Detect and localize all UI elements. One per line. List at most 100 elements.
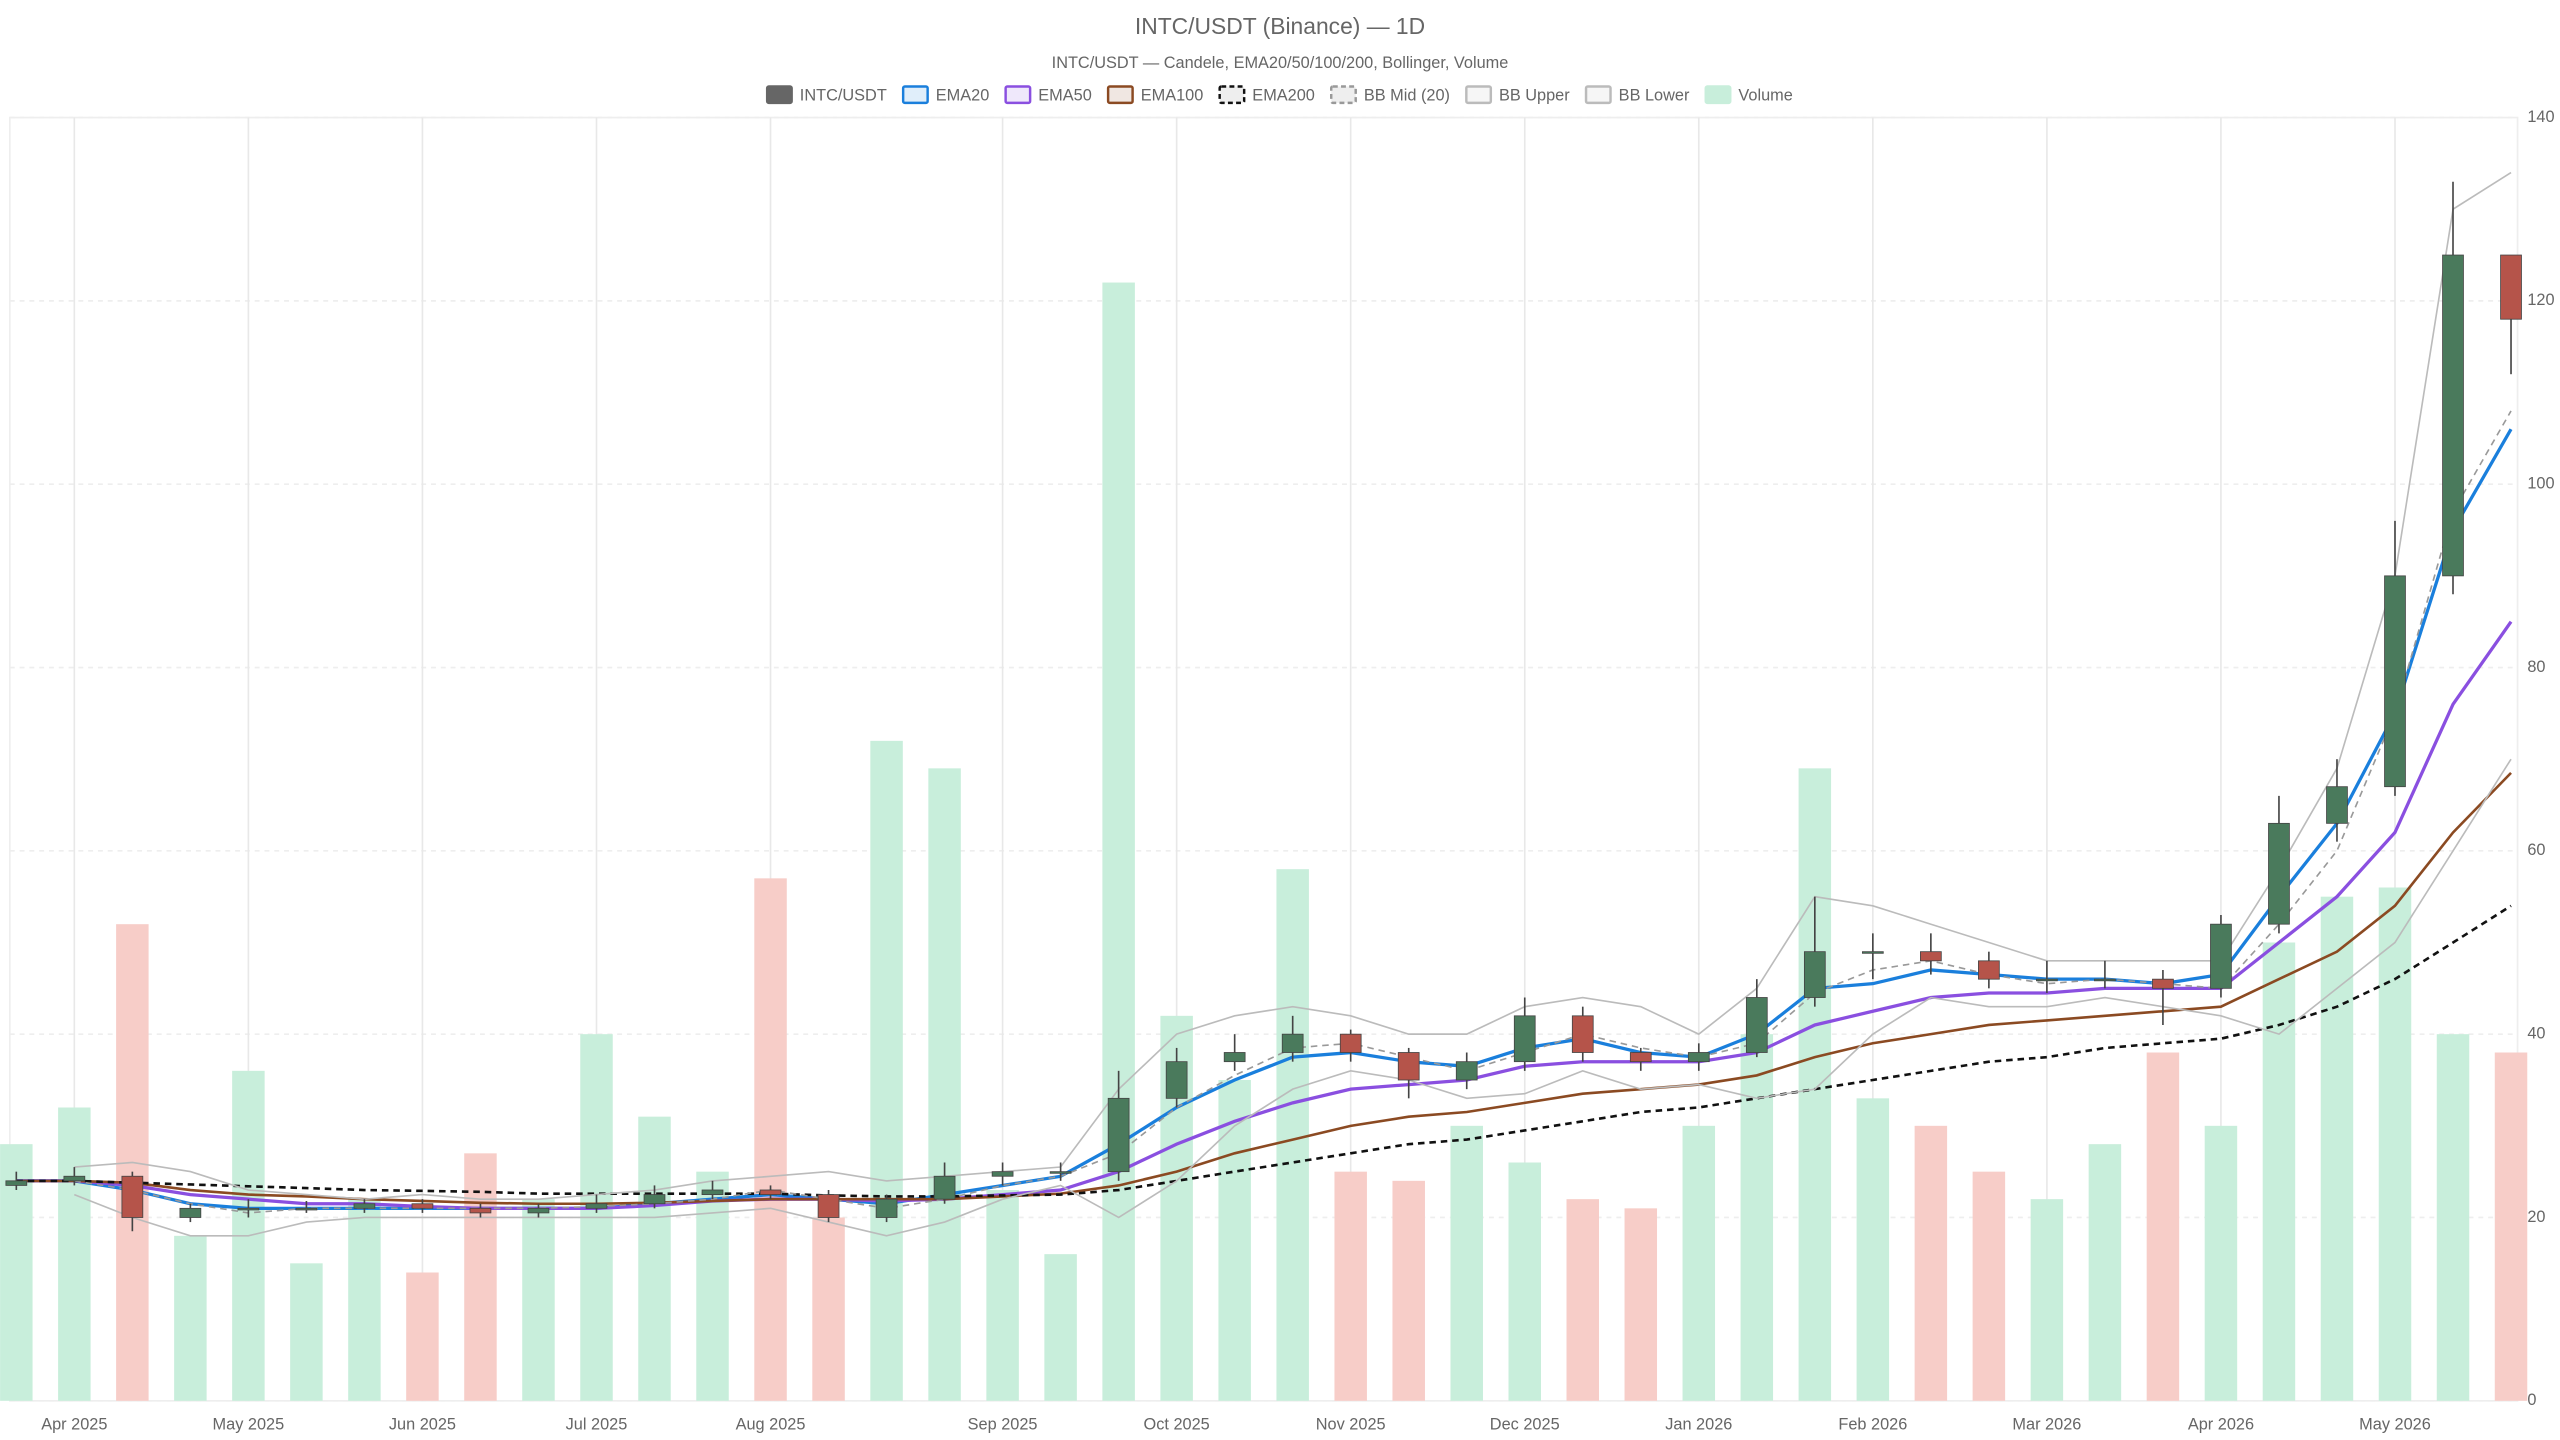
chart-title: INTC/USDT (Binance) — 1D: [1135, 13, 1425, 39]
volume-bar: [2262, 942, 2296, 1401]
candle-body: [295, 1207, 318, 1211]
line-series: [16, 428, 2513, 1210]
volume-bar: [522, 1199, 555, 1401]
legend-swatch: [1106, 85, 1134, 105]
volume-bar: [1566, 1199, 1600, 1401]
y-tick-label: 140: [2527, 108, 2554, 126]
candle-body: [1165, 1061, 1188, 1099]
legend-swatch: [1704, 85, 1732, 105]
volume-bar: [928, 768, 961, 1401]
candle-body: [2442, 254, 2464, 577]
volume-bar: [2494, 1052, 2528, 1401]
x-tick-label: May 2025: [213, 1416, 285, 1434]
legend-label: EMA20: [936, 87, 990, 105]
volume-bar: [174, 1235, 207, 1401]
volume-bar: [1044, 1254, 1077, 1401]
candle-body: [2210, 923, 2232, 989]
legend-swatch: [1584, 85, 1612, 105]
candle-body: [2384, 575, 2406, 788]
candle-body: [2152, 978, 2174, 989]
y-tick-label: 120: [2527, 291, 2554, 309]
volume-bar: [1740, 1034, 1774, 1401]
candle-body: [875, 1198, 898, 1218]
y-tick-label: 0: [2527, 1391, 2536, 1409]
candle-body: [1571, 1015, 1594, 1053]
volume-bar: [58, 1107, 91, 1401]
volume-bar: [1856, 1098, 1890, 1401]
legend-swatch: [901, 85, 929, 105]
volume-bar: [2436, 1034, 2470, 1401]
volume-bar: [406, 1272, 439, 1401]
volume-bar: [1334, 1171, 1367, 1401]
candle-body: [1803, 951, 1826, 998]
candle-body: [1339, 1033, 1362, 1053]
candle-body: [411, 1203, 434, 1209]
candle-body: [1049, 1171, 1072, 1174]
x-tick-label: Jan 2026: [1665, 1416, 1732, 1434]
legend-label: BB Upper: [1499, 87, 1570, 105]
candle-body: [1687, 1052, 1710, 1063]
candle-body: [63, 1175, 86, 1182]
x-tick-label: Mar 2026: [2012, 1416, 2081, 1434]
candle-body: [991, 1171, 1014, 1177]
candle-body: [1397, 1052, 1420, 1081]
x-tick-label: Aug 2025: [736, 1416, 806, 1434]
candle-body: [817, 1194, 840, 1218]
x-tick-label: Dec 2025: [1490, 1416, 1560, 1434]
x-tick-label: Apr 2025: [41, 1416, 107, 1434]
candle-body: [469, 1207, 492, 1214]
x-tick-label: Apr 2026: [2188, 1416, 2254, 1434]
volume-bar: [2204, 1125, 2238, 1401]
volume-bar: [1102, 282, 1135, 1401]
volume-bar: [1218, 1080, 1251, 1401]
candle-body: [1513, 1015, 1536, 1063]
volume-bar: [348, 1199, 381, 1401]
volume-bar: [2146, 1052, 2180, 1401]
legend-label: BB Mid (20): [1364, 87, 1450, 105]
volume-bar: [2320, 896, 2354, 1401]
volume-bar: [1276, 869, 1309, 1401]
volume-bar: [1450, 1125, 1483, 1401]
line-series: [16, 771, 2512, 1206]
legend-label: Volume: [1738, 87, 1792, 105]
volume-bar: [638, 1116, 671, 1401]
candle-body: [2094, 978, 2116, 982]
legend: INTC/USDT EMA20 EMA50 EMA100 EMA200 BB Mid (2…: [765, 85, 1793, 105]
y-tick-label: 100: [2527, 475, 2554, 493]
chart-subtitle: INTC/USDT — Candele, EMA20/50/100/200, B…: [1052, 54, 1509, 72]
candle-body: [237, 1207, 260, 1211]
legend-swatch: [1218, 85, 1246, 105]
volume-bar: [464, 1153, 497, 1401]
candle-body: [179, 1207, 202, 1218]
x-tick-label: Jul 2025: [566, 1416, 628, 1434]
volume-bar: [1392, 1180, 1425, 1401]
y-tick-label: 80: [2527, 658, 2545, 676]
x-tick-label: Oct 2025: [1144, 1416, 1210, 1434]
y-tick-label: 40: [2527, 1024, 2545, 1042]
candle-body: [933, 1175, 956, 1200]
x-tick-label: May 2026: [2359, 1416, 2431, 1434]
legend-label: INTC/USDT: [800, 87, 887, 105]
candle-body: [2500, 254, 2522, 320]
volume-bar: [2030, 1199, 2064, 1401]
candle-body: [121, 1175, 144, 1218]
candle-body: [2326, 786, 2348, 824]
volume-bar: [1914, 1125, 1948, 1401]
candle-body: [2268, 822, 2290, 925]
legend-swatch: [765, 85, 793, 105]
volume-bar: [1624, 1208, 1658, 1401]
y-tick-label: 60: [2527, 841, 2545, 859]
x-tick-label: Feb 2026: [1838, 1416, 1907, 1434]
legend-swatch: [1004, 85, 1032, 105]
candle-body: [1745, 997, 1768, 1053]
volume-bar: [2378, 887, 2412, 1401]
volume-bar: [2088, 1144, 2122, 1401]
candle-body: [701, 1189, 724, 1195]
legend-swatch: [1465, 85, 1493, 105]
volume-bar: [290, 1263, 323, 1401]
volume-bar: [986, 1189, 1019, 1401]
x-tick-label: Sep 2025: [968, 1416, 1038, 1434]
candle-body: [1223, 1052, 1246, 1063]
